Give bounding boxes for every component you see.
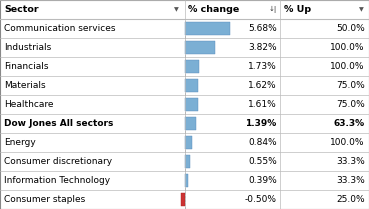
Text: 50.0%: 50.0% bbox=[336, 24, 365, 33]
Text: 100.0%: 100.0% bbox=[330, 62, 365, 71]
Text: 0.84%: 0.84% bbox=[248, 138, 277, 147]
Text: 75.0%: 75.0% bbox=[336, 100, 365, 109]
Text: % Up: % Up bbox=[284, 5, 311, 14]
Text: Consumer discretionary: Consumer discretionary bbox=[4, 157, 113, 166]
Text: -0.50%: -0.50% bbox=[245, 195, 277, 204]
Bar bbox=[185, 117, 196, 130]
Text: Industrials: Industrials bbox=[4, 43, 52, 52]
Text: 1.39%: 1.39% bbox=[245, 119, 277, 128]
Text: 100.0%: 100.0% bbox=[330, 138, 365, 147]
Text: 100.0%: 100.0% bbox=[330, 43, 365, 52]
Text: ▼: ▼ bbox=[359, 7, 364, 12]
Text: % change: % change bbox=[188, 5, 239, 14]
Text: 0.39%: 0.39% bbox=[248, 176, 277, 185]
Text: Financials: Financials bbox=[4, 62, 49, 71]
Text: 3.82%: 3.82% bbox=[248, 43, 277, 52]
Text: 1.61%: 1.61% bbox=[248, 100, 277, 109]
Bar bbox=[185, 60, 199, 73]
Text: Consumer staples: Consumer staples bbox=[4, 195, 86, 204]
Bar bbox=[185, 79, 198, 92]
Bar bbox=[185, 155, 190, 168]
Text: Dow Jones All sectors: Dow Jones All sectors bbox=[4, 119, 114, 128]
Text: Communication services: Communication services bbox=[4, 24, 116, 33]
Text: 75.0%: 75.0% bbox=[336, 81, 365, 90]
Text: 33.3%: 33.3% bbox=[336, 157, 365, 166]
Text: 0.55%: 0.55% bbox=[248, 157, 277, 166]
Bar bbox=[185, 22, 230, 34]
Text: 1.73%: 1.73% bbox=[248, 62, 277, 71]
Text: Healthcare: Healthcare bbox=[4, 100, 54, 109]
Text: ↓|: ↓| bbox=[269, 6, 277, 13]
Bar bbox=[181, 193, 185, 206]
Text: 25.0%: 25.0% bbox=[336, 195, 365, 204]
Bar bbox=[185, 175, 188, 187]
Text: Materials: Materials bbox=[4, 81, 46, 90]
Text: 5.68%: 5.68% bbox=[248, 24, 277, 33]
Text: Information Technology: Information Technology bbox=[4, 176, 111, 185]
Bar bbox=[185, 98, 198, 111]
Text: ▼: ▼ bbox=[174, 7, 178, 12]
Text: 33.3%: 33.3% bbox=[336, 176, 365, 185]
Text: 63.3%: 63.3% bbox=[334, 119, 365, 128]
Text: 1.62%: 1.62% bbox=[248, 81, 277, 90]
Bar bbox=[185, 136, 192, 149]
Bar bbox=[185, 41, 215, 54]
Text: Sector: Sector bbox=[4, 5, 39, 14]
Text: Energy: Energy bbox=[4, 138, 36, 147]
